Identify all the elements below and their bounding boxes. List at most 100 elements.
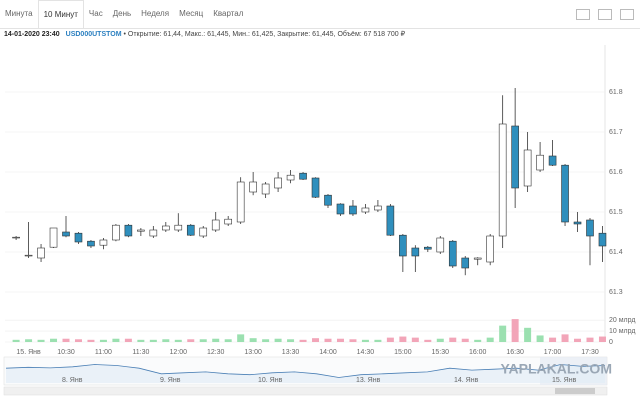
tab[interactable]: Неделя	[141, 9, 170, 18]
volume-bar	[87, 339, 95, 342]
volume-bar	[324, 338, 332, 342]
ticker[interactable]: USD000UTSTOM	[65, 31, 122, 38]
navigator-label: 13. Янв	[356, 377, 381, 384]
volume-bar	[112, 338, 120, 342]
candle-body	[448, 240, 457, 267]
volume-bar	[299, 339, 307, 342]
candle-body	[361, 207, 370, 213]
x-tick-label: 15:30	[432, 349, 450, 356]
navigator-label: 9. Янв	[160, 377, 181, 384]
candle-body	[236, 181, 245, 223]
candle-body	[399, 234, 407, 257]
volume-bar	[411, 337, 419, 342]
y-tick-label: 61.3	[609, 289, 623, 296]
volume-bar	[598, 336, 606, 342]
x-tick-label: 12:00	[170, 349, 188, 356]
volume-bar	[99, 339, 107, 342]
y-tick-label: 61.5	[609, 209, 623, 216]
tab[interactable]: День	[112, 9, 132, 18]
navigator-line	[5, 364, 606, 378]
volume-bar	[349, 339, 357, 342]
volume-bar	[586, 337, 594, 342]
volume-bar	[536, 335, 544, 342]
volume-bar	[224, 339, 232, 342]
candle-body	[523, 149, 532, 187]
volume-bar	[474, 339, 482, 342]
volume-tick-label: 20 млрд	[609, 317, 635, 324]
volume-bar	[386, 337, 394, 342]
tab[interactable]: 10 Минут	[37, 0, 84, 28]
candle-body	[74, 232, 83, 243]
volume-bar	[74, 339, 82, 342]
y-tick-label: 61.8	[609, 89, 623, 96]
candle-body	[436, 237, 445, 253]
candle-body	[561, 164, 569, 223]
tab[interactable]: Квартал	[213, 9, 244, 18]
candle-body	[137, 229, 145, 232]
volume-bar	[549, 337, 557, 342]
volume-bar	[461, 338, 469, 342]
scrollbar[interactable]	[3, 386, 608, 396]
candle-body	[424, 246, 432, 250]
volume-bar	[249, 338, 257, 342]
candle-body	[186, 224, 195, 236]
volume-bar	[162, 339, 170, 342]
candle-body	[586, 219, 594, 237]
candle-body	[37, 247, 45, 259]
candle-body	[24, 254, 33, 257]
x-tick-label: 10:30	[57, 349, 75, 356]
y-tick-label: 61.7	[609, 129, 623, 136]
volume-bar	[212, 338, 220, 342]
candle-body	[112, 224, 120, 241]
info-line: 14-01-2020 23:40 USD000UTSTOM • Открытие:…	[4, 30, 405, 38]
volume-bar	[187, 339, 195, 342]
toolbar-icons	[576, 9, 634, 20]
candle-body	[386, 205, 395, 236]
x-tick-label: 16:30	[506, 349, 524, 356]
volume-bar	[486, 337, 494, 342]
candle-body	[286, 174, 295, 181]
volume-bar	[287, 339, 295, 342]
volume-bar	[50, 338, 58, 342]
candle-body	[598, 232, 607, 247]
candle-body	[573, 221, 582, 225]
x-tick-label: 14:00	[319, 349, 337, 356]
icon[interactable]	[598, 9, 612, 20]
details: • Открытие: 61,44, Макс.: 61,445, Мин.: …	[123, 31, 406, 38]
candle-body	[49, 227, 58, 248]
tab[interactable]: Месяц	[179, 9, 204, 18]
candle-body	[299, 172, 307, 180]
volume-bar	[62, 338, 70, 342]
candle-body	[511, 125, 519, 189]
tab[interactable]: Минута	[5, 9, 33, 18]
x-tick-label: 17:00	[544, 349, 562, 356]
x-tick-label: 13:30	[282, 349, 300, 356]
watermark: YAPLAKAL.COM	[501, 361, 613, 377]
candle-body	[99, 239, 108, 246]
candle-body	[87, 240, 95, 247]
navigator-area	[6, 364, 605, 383]
x-tick-label: 12:30	[207, 349, 225, 356]
tab[interactable]: Час	[88, 9, 103, 18]
candle-body	[199, 227, 208, 237]
candle-body	[349, 205, 357, 215]
volume-bar	[524, 327, 532, 342]
icon[interactable]	[576, 9, 590, 20]
volume-bar	[574, 338, 582, 342]
navigator-label: 15. Янв	[552, 377, 577, 384]
x-tick-label: 15:00	[394, 349, 412, 356]
volume-bar	[274, 338, 282, 342]
scrollbar-thumb[interactable]	[555, 388, 595, 394]
icon[interactable]	[620, 9, 634, 20]
volume-bar	[361, 339, 369, 342]
candle-body	[311, 177, 320, 198]
volume-bar	[149, 339, 157, 342]
candle-body	[548, 155, 557, 166]
volume-bar	[12, 339, 20, 342]
candle-body	[174, 224, 183, 231]
volume-bar	[174, 339, 182, 342]
volume-bar	[312, 338, 320, 342]
volume-bar	[374, 339, 382, 342]
